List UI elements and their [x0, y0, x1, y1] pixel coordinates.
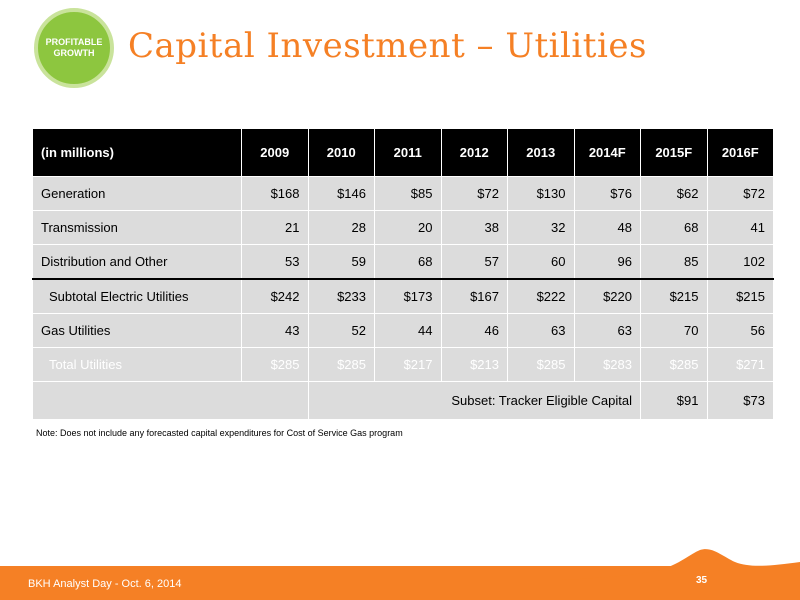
table-cell: $85: [374, 176, 442, 211]
header-2015f: 2015F: [640, 128, 708, 177]
table-cell: $168: [241, 176, 309, 211]
header-2013: 2013: [507, 128, 575, 177]
table-cell: $146: [307, 176, 375, 211]
table-cell: $285: [507, 347, 575, 382]
table-cell: $215: [706, 278, 774, 314]
table-cell: 44: [374, 313, 442, 348]
table-cell: $220: [573, 278, 641, 314]
row-label: Gas Utilities: [32, 313, 242, 348]
table-cell: 68: [640, 210, 708, 245]
page-number: 35: [696, 575, 708, 586]
table-row-distribution: Distribution and Other 53 59 68 57 60 96…: [32, 244, 774, 280]
table-cell: $167: [440, 278, 508, 314]
table-cell: 52: [307, 313, 375, 348]
table-cell: $62: [640, 176, 708, 211]
table-cell: 63: [573, 313, 641, 348]
table-cell: $91: [640, 381, 708, 420]
table-cell: 102: [706, 244, 774, 280]
table-cell: $72: [440, 176, 508, 211]
row-label: Total Utilities: [32, 347, 242, 382]
table-cell: 53: [241, 244, 309, 280]
table-cell: $173: [374, 278, 442, 314]
tracker-blank-cell: [32, 381, 309, 420]
table-cell: 57: [440, 244, 508, 280]
table-cell: $73: [706, 381, 774, 420]
table-cell: 46: [440, 313, 508, 348]
header-2016f: 2016F: [706, 128, 774, 177]
table-cell: 96: [573, 244, 641, 280]
table-cell: $217: [374, 347, 442, 382]
header-2011: 2011: [374, 128, 442, 177]
row-label: Subtotal Electric Utilities: [32, 278, 242, 314]
table-cell: 85: [640, 244, 708, 280]
footer-text: BKH Analyst Day - Oct. 6, 2014: [28, 578, 182, 590]
table-row-transmission: Transmission 21 28 20 38 32 48 68 41: [32, 210, 774, 245]
table-row-generation: Generation $168 $146 $85 $72 $130 $76 $6…: [32, 176, 774, 211]
table-cell: 56: [706, 313, 774, 348]
table-cell: 60: [507, 244, 575, 280]
table-cell: $222: [507, 278, 575, 314]
table-row-tracker: Subset: Tracker Eligible Capital $91 $73: [32, 381, 774, 420]
table-cell: 70: [640, 313, 708, 348]
capital-investment-table: (in millions) 2009 2010 2011 2012 2013 2…: [32, 128, 774, 420]
table-row-gas-utilities: Gas Utilities 43 52 44 46 63 63 70 56: [32, 313, 774, 348]
table-row-total: Total Utilities $285 $285 $217 $213 $285…: [32, 347, 774, 382]
row-label: Generation: [32, 176, 242, 211]
mountain-silhouette: [560, 549, 800, 600]
header-row: (in millions) 2009 2010 2011 2012 2013 2…: [32, 128, 774, 177]
table-cell: $285: [241, 347, 309, 382]
badge-line-1: PROFITABLE: [45, 37, 103, 47]
table-cell: $215: [640, 278, 708, 314]
row-label: Transmission: [32, 210, 242, 245]
header-2014f: 2014F: [573, 128, 641, 177]
tracker-label: Subset: Tracker Eligible Capital: [307, 381, 641, 420]
table-cell: 28: [307, 210, 375, 245]
header-label: (in millions): [32, 128, 242, 177]
table-cell: $76: [573, 176, 641, 211]
badge-line-2: GROWTH: [53, 48, 95, 58]
table-cell: $233: [307, 278, 375, 314]
table-cell: 63: [507, 313, 575, 348]
header-2012: 2012: [440, 128, 508, 177]
page-title: Capital Investment – Utilities: [128, 26, 647, 66]
table-cell: 21: [241, 210, 309, 245]
table-cell: $285: [307, 347, 375, 382]
header-2009: 2009: [241, 128, 309, 177]
profitable-growth-badge: PROFITABLE GROWTH: [34, 8, 114, 88]
table-cell: 68: [374, 244, 442, 280]
table-cell: $285: [640, 347, 708, 382]
table-cell: 32: [507, 210, 575, 245]
table-cell: $130: [507, 176, 575, 211]
table-cell: 38: [440, 210, 508, 245]
table-cell: 20: [374, 210, 442, 245]
table-cell: 48: [573, 210, 641, 245]
table-cell: $242: [241, 278, 309, 314]
table-cell: 41: [706, 210, 774, 245]
table-cell: 59: [307, 244, 375, 280]
table-cell: $72: [706, 176, 774, 211]
table-cell: $213: [440, 347, 508, 382]
table-cell: $271: [706, 347, 774, 382]
row-label: Distribution and Other: [32, 244, 242, 280]
table-cell: $283: [573, 347, 641, 382]
table-row-subtotal: Subtotal Electric Utilities $242 $233 $1…: [32, 278, 774, 314]
header-2010: 2010: [307, 128, 375, 177]
table-cell: 43: [241, 313, 309, 348]
footnote: Note: Does not include any forecasted ca…: [36, 428, 403, 438]
